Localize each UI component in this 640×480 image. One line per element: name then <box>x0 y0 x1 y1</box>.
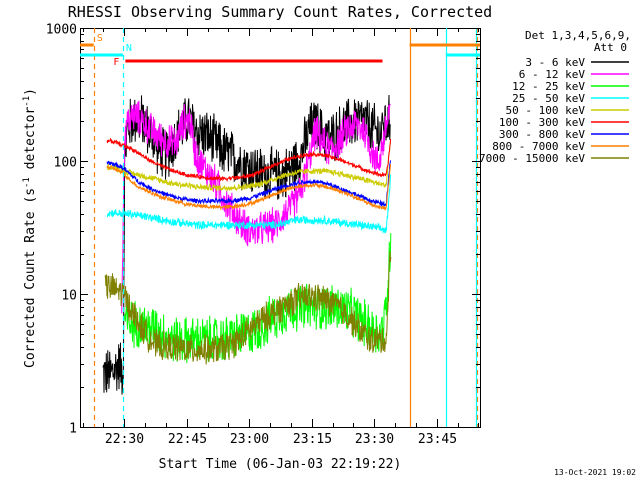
x-tick-label-4: 23:30 <box>355 432 394 447</box>
legend-label-5: 100 - 300 keV <box>499 116 585 129</box>
chart-title: RHESSI Observing Summary Count Rates, Co… <box>68 3 492 21</box>
footer-timestamp: 13-Oct-2021 19:02 <box>554 468 636 477</box>
legend-label-2: 12 - 25 keV <box>512 80 585 93</box>
legend-header-line2: Att 0 <box>594 41 627 54</box>
legend-header-line1: Det 1,3,4,5,6,9, <box>525 29 631 42</box>
marker-label-F: F <box>113 57 119 68</box>
marker-label-N: N <box>126 43 132 54</box>
y-axis-label: Corrected Count Rate (s-1 detector-1) <box>22 88 38 368</box>
y-label-main: Corrected Count Rate (s <box>23 188 38 368</box>
legend-label-6: 300 - 800 keV <box>499 128 585 141</box>
series-line-3 <box>106 174 392 235</box>
y-label-sup1: -1 <box>22 177 32 188</box>
legend-label-3: 25 - 50 keV <box>512 92 585 105</box>
axes: 22:30 22:45 23:00 23:15 23:30 23:45 1 10 100 1000 <box>46 23 480 447</box>
y-tick-label-2: 100 <box>54 156 77 171</box>
series-line-8 <box>104 251 392 365</box>
y-label-mid: detector <box>23 107 38 178</box>
x-tick-label-3: 23:15 <box>293 432 332 447</box>
series-line-5 <box>106 137 392 183</box>
x-tick-label-5: 23:45 <box>418 432 457 447</box>
y-label-sup2: -1 <box>22 96 32 107</box>
y-tick-label-0: 1 <box>69 422 77 437</box>
y-label-end: ) <box>23 88 38 96</box>
instrument-state-layer: S NF <box>80 28 480 427</box>
x-axis-label: Start Time (06-Jan-03 22:19:22) <box>159 457 402 472</box>
plot-area <box>80 28 481 428</box>
y-tick-label-1: 10 <box>61 289 77 304</box>
series-line-7 <box>106 164 392 211</box>
legend-label-0: 3 - 6 keV <box>525 56 585 69</box>
series-line-1 <box>121 100 391 314</box>
x-tick-label-2: 23:00 <box>230 432 269 447</box>
marker-label-S: S <box>97 33 103 44</box>
legend-label-7: 800 - 7000 keV <box>492 140 585 153</box>
series-line-4 <box>106 141 392 193</box>
legend-label-4: 50 - 100 keV <box>506 104 586 117</box>
y-tick-label-3: 1000 <box>46 23 77 38</box>
x-tick-label-0: 22:30 <box>105 432 144 447</box>
x-tick-label-1: 22:45 <box>168 432 207 447</box>
series-layer <box>102 94 392 395</box>
legend-label-1: 6 - 12 keV <box>519 68 586 81</box>
series-line-6 <box>106 160 392 209</box>
legend-label-8: 7000 - 15000 keV <box>479 152 585 165</box>
